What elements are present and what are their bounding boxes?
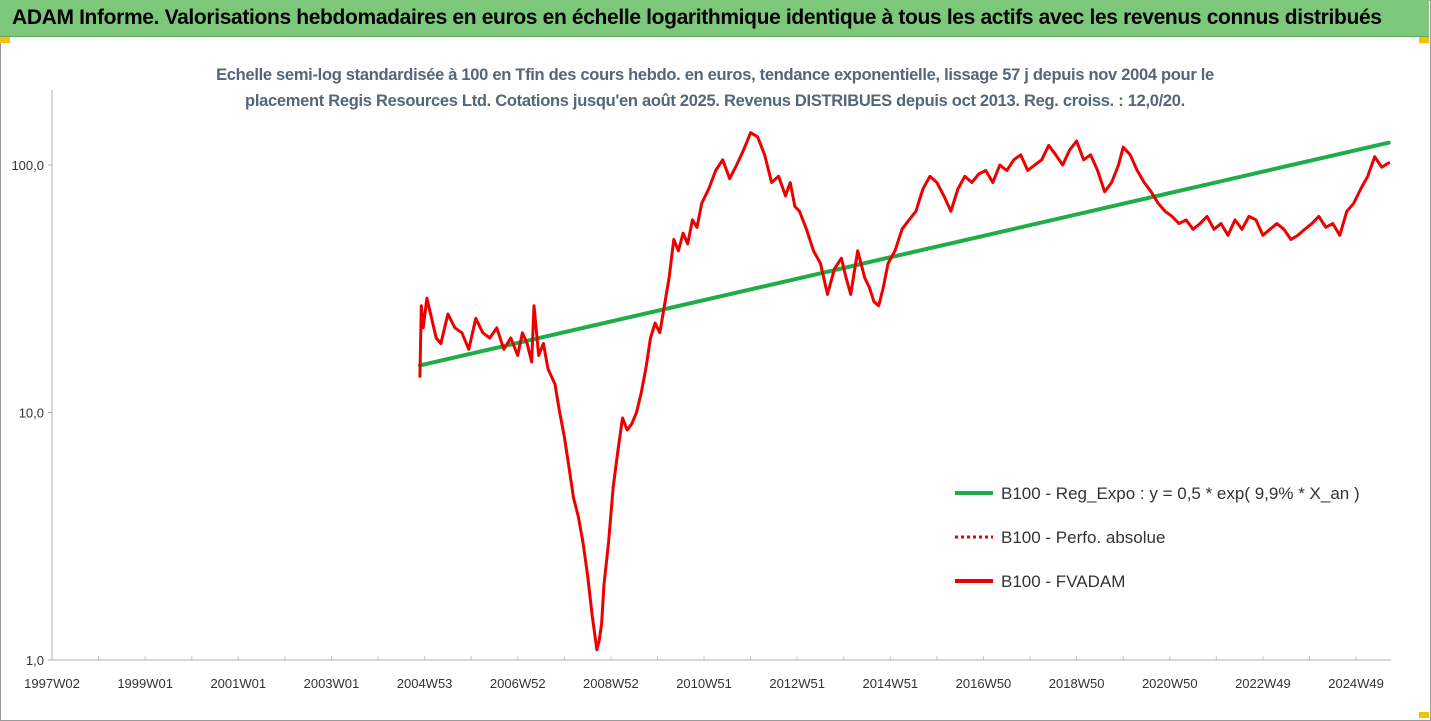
x-tick-label: 1997W02 [24, 676, 80, 691]
title-banner: ADAM Informe. Valorisations hebdomadaire… [0, 0, 1429, 37]
trend-line [417, 140, 1391, 368]
corner-mark-bottom-right [1419, 712, 1429, 718]
x-tick-label: 1999W01 [117, 676, 173, 691]
y-tick-label: 100,0 [11, 158, 44, 173]
price-line [418, 131, 1391, 652]
x-tick-label: 2003W01 [304, 676, 360, 691]
x-tick-label: 2008W52 [583, 676, 639, 691]
chart-subtitle-line-2: placement Regis Resources Ltd. Cotations… [245, 92, 1185, 110]
x-tick-label: 2006W52 [490, 676, 546, 691]
legend-label: B100 - FVADAM [1001, 572, 1125, 591]
x-tick-label: 2020W50 [1142, 676, 1198, 691]
x-tick-label: 2014W51 [863, 676, 919, 691]
x-tick-label: 2012W51 [769, 676, 825, 691]
x-tick-label: 2022W49 [1235, 676, 1291, 691]
legend-label: B100 - Perfo. absolue [1001, 528, 1165, 547]
x-tick-label: 2016W50 [956, 676, 1012, 691]
x-tick-label: 2024W49 [1328, 676, 1384, 691]
x-tick-label: 2018W50 [1049, 676, 1105, 691]
x-tick-label: 2004W53 [397, 676, 453, 691]
legend-label: B100 - Reg_Expo : y = 0,5 * exp( 9,9% * … [1001, 484, 1360, 503]
y-tick-label: 10,0 [19, 406, 44, 421]
chart-subtitle: Echelle semi-log standardisée à 100 en T… [140, 62, 1290, 114]
chart-subtitle-line-1: Echelle semi-log standardisée à 100 en T… [216, 66, 1214, 84]
x-tick-label: 2010W51 [676, 676, 732, 691]
y-tick-label: 1,0 [26, 653, 44, 668]
banner-title: ADAM Informe. Valorisations hebdomadaire… [12, 6, 1382, 29]
x-tick-label: 2001W01 [210, 676, 266, 691]
corner-mark-right [1419, 37, 1429, 43]
corner-mark-left [0, 37, 10, 43]
